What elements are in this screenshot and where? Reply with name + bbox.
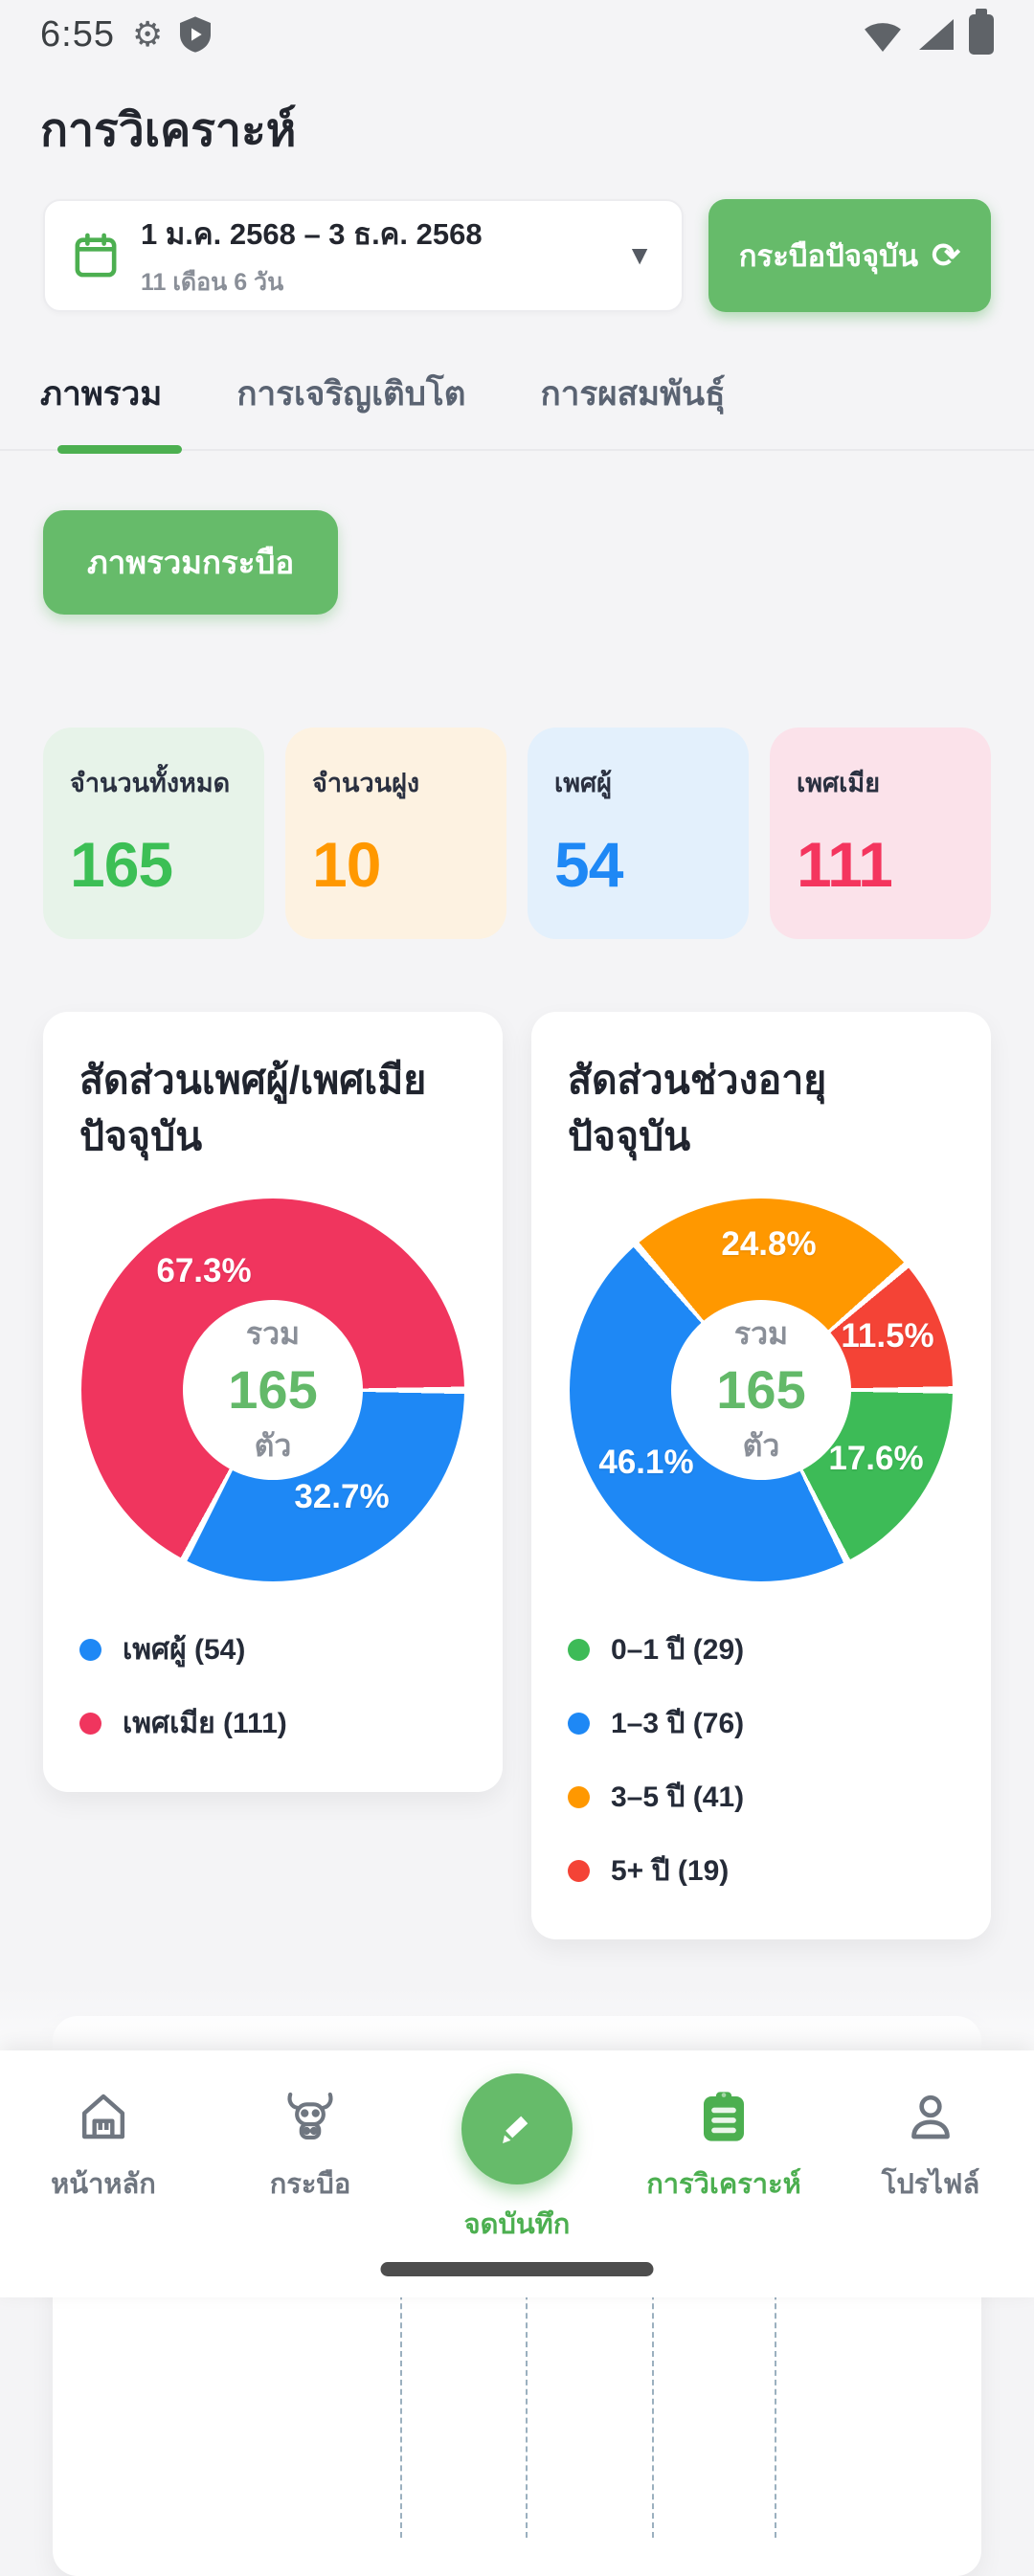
donut-center: รวม 165 ตัว — [671, 1299, 851, 1480]
battery-icon — [969, 9, 994, 55]
gear-icon: ⚙ — [131, 14, 164, 54]
stat-cards-row: จำนวนทั้งหมด 165 จำนวนฝูง 10 เพศผู้ 54 เ… — [0, 728, 1034, 939]
pencil-icon — [503, 2116, 528, 2143]
buffalo-icon — [281, 2087, 339, 2146]
legend-item: 0–1 ปี (29) — [568, 1627, 955, 1672]
stat-value: 165 — [70, 829, 173, 900]
gender-legend: เพศผู้ (54) เพศเมีย (111) — [79, 1627, 466, 1746]
chart-title: สัดส่วนเพศผู้/เพศเมีย ปัจจุบัน — [79, 1058, 427, 1159]
stat-label: จำนวนฝูง — [312, 769, 420, 797]
date-range-selector[interactable]: 1 ม.ค. 2568 – 3 ธ.ค. 2568 11 เดือน 6 วัน… — [43, 199, 684, 312]
record-fab[interactable] — [461, 2073, 573, 2184]
chevron-down-icon: ▼ — [626, 240, 653, 270]
stat-value: 54 — [554, 829, 623, 900]
tab-overview[interactable]: ภาพรวม — [40, 375, 163, 413]
stat-card-herds: จำนวนฝูง 10 — [285, 728, 506, 939]
legend-dot-red — [568, 1859, 590, 1882]
stat-card-male: เพศผู้ 54 — [528, 728, 749, 939]
slice-label-3-5: 24.8% — [721, 1224, 817, 1263]
legend-item: 1–3 ปี (76) — [568, 1701, 955, 1746]
nav-item-profile[interactable]: โปรไฟล์ — [827, 2087, 1034, 2297]
stat-value: 10 — [312, 829, 381, 900]
legend-item: เพศเมีย (111) — [79, 1701, 466, 1746]
chart-cards-row: สัดส่วนเพศผู้/เพศเมีย ปัจจุบัน 67.3% 32.… — [0, 1012, 1034, 1939]
refresh-icon: ⟳ — [932, 235, 961, 275]
slice-label-1-3: 46.1% — [598, 1443, 694, 1481]
nav-item-home[interactable]: หน้าหลัก — [0, 2087, 207, 2297]
nav-item-buffalo[interactable]: กระบือ — [207, 2087, 414, 2297]
chart-title: สัดส่วนช่วงอายุ ปัจจุบัน — [568, 1058, 827, 1159]
status-bar: 6:55 ⚙ — [0, 0, 1034, 69]
legend-dot-pink — [79, 1712, 101, 1735]
slice-label-0-1: 17.6% — [828, 1439, 924, 1477]
legend-dot-blue — [568, 1712, 590, 1735]
slice-label-5plus: 11.5% — [841, 1316, 934, 1355]
slice-label-female: 67.3% — [156, 1251, 252, 1289]
tab-growth[interactable]: การเจริญเติบโต — [236, 375, 466, 413]
legend-item: 5+ ปี (19) — [568, 1848, 955, 1893]
status-right-icons — [862, 9, 994, 55]
donut-center: รวม 165 ตัว — [183, 1299, 363, 1480]
age-donut-chart[interactable]: 24.8% 11.5% 17.6% 46.1% รวม 165 ตัว — [570, 1198, 953, 1581]
gesture-handle[interactable] — [380, 2262, 654, 2276]
slice-label-male: 32.7% — [294, 1477, 390, 1515]
gender-donut-chart[interactable]: 67.3% 32.7% รวม 165 ตัว — [81, 1198, 464, 1581]
nav-item-record[interactable]: จดบันทึก — [414, 2073, 620, 2284]
stat-label: เพศเมีย — [797, 769, 881, 797]
tab-bar: ภาพรวม การเจริญเติบโต การผสมพันธุ์ — [0, 368, 1034, 454]
legend-item: เพศผู้ (54) — [79, 1627, 466, 1672]
age-range-card: สัดส่วนช่วงอายุ ปัจจุบัน 24.8% 11.5% 17.… — [531, 1012, 991, 1939]
date-range-text: 1 ม.ค. 2568 – 3 ธ.ค. 2568 — [141, 217, 483, 251]
wifi-icon — [865, 23, 901, 52]
signal-icon — [919, 19, 954, 50]
date-duration-text: 11 เดือน 6 วัน — [141, 269, 284, 296]
stat-value: 111 — [797, 829, 893, 900]
clock: 6:55 — [40, 13, 115, 55]
home-icon — [77, 2087, 130, 2146]
buffalo-overview-pill[interactable]: ภาพรวมกระบือ — [43, 510, 339, 615]
clipboard-icon — [699, 2087, 749, 2146]
legend-dot-green — [568, 1638, 590, 1661]
stat-card-total: จำนวนทั้งหมด 165 — [43, 728, 264, 939]
active-tab-underline — [57, 445, 182, 454]
calendar-icon — [75, 233, 117, 278]
nav-item-analytics[interactable]: การวิเคราะห์ — [620, 2087, 827, 2297]
stat-label: เพศผู้ — [554, 769, 612, 797]
stat-card-female: เพศเมีย 111 — [770, 728, 991, 939]
legend-item: 3–5 ปี (41) — [568, 1775, 955, 1820]
stat-label: จำนวนทั้งหมด — [70, 769, 231, 797]
gender-ratio-card: สัดส่วนเพศผู้/เพศเมีย ปัจจุบัน 67.3% 32.… — [43, 1012, 503, 1792]
filter-row: 1 ม.ค. 2568 – 3 ธ.ค. 2568 11 เดือน 6 วัน… — [0, 199, 1034, 312]
shield-icon — [180, 16, 212, 53]
legend-dot-orange — [568, 1785, 590, 1808]
current-buffalo-refresh-button[interactable]: กระบือปัจจุบัน ⟳ — [708, 199, 991, 312]
page-title: การวิเคราะห์ — [40, 105, 297, 156]
tab-divider — [0, 449, 1034, 451]
legend-dot-blue — [79, 1638, 101, 1661]
tab-breeding[interactable]: การผสมพันธุ์ — [540, 375, 726, 413]
bottom-nav: หน้าหลัก กระบือ จดบันทึก — [0, 2050, 1034, 2297]
person-icon — [904, 2087, 957, 2146]
age-legend: 0–1 ปี (29) 1–3 ปี (76) 3–5 ปี (41) 5+ ป… — [568, 1627, 955, 1893]
